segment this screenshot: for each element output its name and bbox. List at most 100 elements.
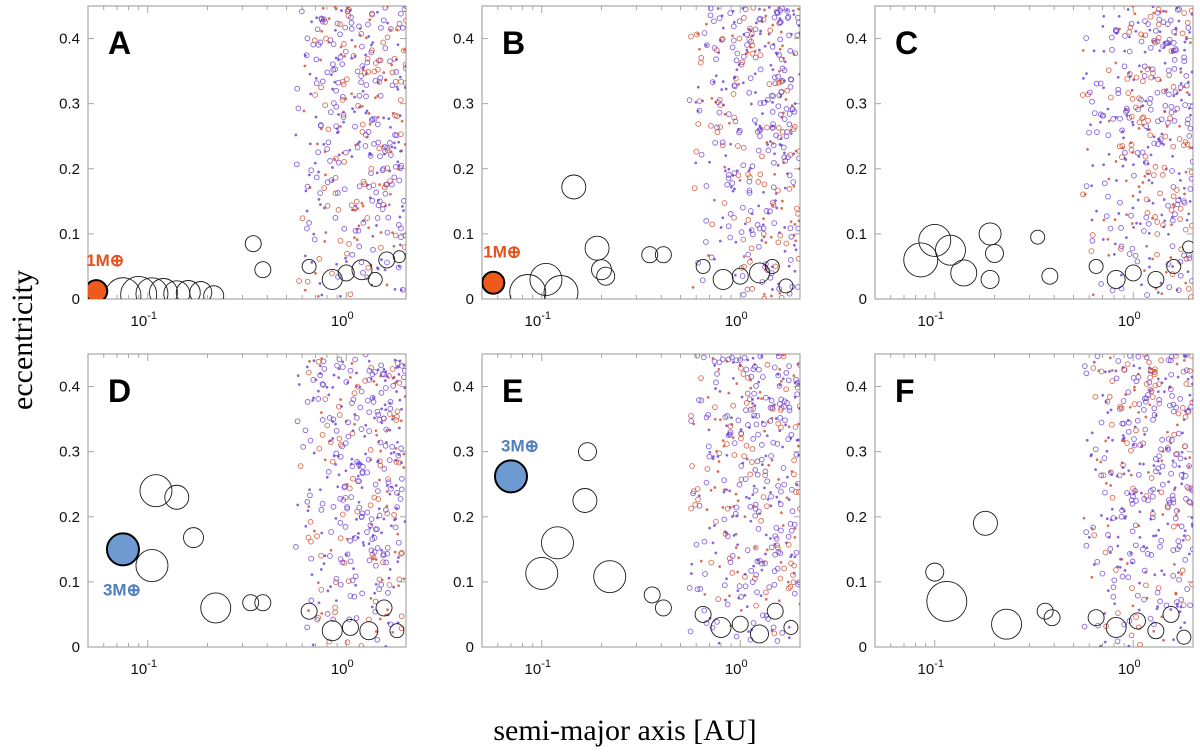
- planetesimal-point: [1145, 244, 1149, 248]
- planetesimal-point: [742, 6, 749, 13]
- planetesimal-point: [1102, 549, 1109, 556]
- planetesimal-point: [750, 620, 757, 626]
- planetesimal-point: [1184, 354, 1188, 358]
- planetesimal-point: [1178, 246, 1185, 253]
- planetesimal-point: [1131, 163, 1135, 167]
- planetesimal-point: [1079, 92, 1086, 98]
- planetesimal-point: [311, 37, 318, 44]
- planetesimal-point: [366, 367, 373, 374]
- planetesimal-point: [705, 443, 712, 450]
- planetesimal-point: [1169, 243, 1176, 249]
- planetesimal-point: [378, 244, 384, 251]
- planetesimal-point: [1182, 414, 1189, 420]
- planetesimal-point: [397, 372, 401, 376]
- planetesimal-point: [716, 455, 720, 459]
- planetesimal-point: [324, 231, 328, 235]
- planetesimal-point: [753, 72, 757, 76]
- planetesimal-point: [752, 466, 759, 473]
- planetesimal-point: [341, 560, 348, 566]
- planetesimal-point: [1085, 72, 1088, 76]
- planetesimal-point: [1113, 27, 1119, 33]
- planetesimal-point: [784, 15, 791, 21]
- planetesimal-point: [750, 6, 756, 11]
- planet-circle: [1043, 609, 1061, 627]
- planetesimal-point: [1180, 602, 1187, 608]
- planetesimal-point: [351, 390, 358, 396]
- planetesimal-point: [750, 231, 756, 238]
- planetesimal-point: [1137, 442, 1144, 448]
- planetesimal-point: [1181, 199, 1188, 206]
- x-tick-exponent: -1: [541, 658, 551, 670]
- planetesimal-point: [1112, 252, 1116, 256]
- planetesimal-point: [1129, 96, 1136, 102]
- planetesimal-point: [1177, 272, 1184, 279]
- planetesimal-point: [1172, 638, 1175, 642]
- planetesimal-point: [1130, 375, 1137, 381]
- planetesimal-point: [388, 485, 394, 492]
- planetesimal-point: [316, 294, 320, 298]
- planetesimal-point: [1152, 456, 1159, 462]
- planetesimal-point: [763, 589, 769, 596]
- planetesimal-point: [395, 506, 399, 510]
- planetesimal-point: [1124, 107, 1130, 114]
- planetesimal-point: [1158, 489, 1165, 496]
- planetesimal-point: [733, 75, 737, 79]
- planetesimal-point: [305, 369, 312, 376]
- planetesimal-point: [356, 474, 360, 478]
- planetesimal-point: [355, 238, 359, 242]
- planetesimal-point: [373, 591, 377, 595]
- planetesimal-point: [1083, 183, 1090, 189]
- planetesimal-point: [1165, 446, 1171, 453]
- planetesimal-point: [1140, 283, 1143, 287]
- planetesimal-point: [779, 30, 783, 34]
- planetesimal-point: [749, 163, 756, 170]
- planet-circle: [541, 526, 574, 560]
- planetesimal-point: [391, 630, 395, 634]
- planetesimal-point: [362, 70, 368, 76]
- planetesimal-point: [352, 356, 358, 363]
- planetesimal-point: [1094, 468, 1098, 472]
- planetesimal-point: [293, 161, 300, 168]
- planetesimal-point: [1163, 110, 1167, 114]
- planetesimal-point: [1174, 450, 1180, 457]
- planetesimal-point: [307, 505, 311, 509]
- planetesimal-point: [1103, 213, 1110, 220]
- planetesimal-point: [1081, 76, 1085, 80]
- planetesimal-point: [768, 453, 774, 459]
- planetesimal-point: [397, 265, 401, 268]
- planetesimal-point: [1175, 423, 1179, 427]
- planetesimal-point: [1156, 377, 1160, 381]
- planetesimal-point: [1158, 357, 1164, 364]
- planetesimal-point: [316, 581, 320, 585]
- planetesimal-point: [308, 555, 314, 562]
- planetesimal-point: [747, 406, 754, 413]
- planetesimal-point: [1121, 466, 1125, 469]
- planetesimal-point: [399, 475, 405, 482]
- planetesimal-point: [789, 436, 793, 440]
- highlight-mass-label: 3M⊕: [501, 436, 539, 455]
- planetesimal-point: [298, 8, 305, 15]
- planetesimal-point: [400, 204, 404, 208]
- y-tick-label: 0.3: [453, 444, 474, 461]
- planetesimal-point: [743, 515, 747, 519]
- planetesimal-point: [723, 112, 727, 116]
- planetesimal-point: [1167, 480, 1171, 484]
- planetesimal-point: [766, 420, 770, 424]
- planetesimal-point: [1126, 251, 1133, 257]
- planetesimal-point: [380, 552, 386, 559]
- planetesimal-point: [1125, 90, 1132, 96]
- planetesimal-point: [371, 494, 378, 501]
- planetesimal-point: [380, 165, 387, 172]
- planetesimal-point: [794, 239, 798, 243]
- planetesimal-point: [789, 555, 793, 559]
- planetesimal-point: [357, 531, 360, 535]
- planetesimal-point: [308, 142, 312, 146]
- planetesimal-point: [387, 399, 394, 405]
- planetesimal-point: [1165, 357, 1172, 363]
- planetesimal-point: [345, 433, 352, 440]
- planetesimal-point: [1138, 190, 1142, 194]
- planetesimal-point: [760, 420, 764, 424]
- planetesimal-point: [348, 148, 352, 152]
- planetesimal-point: [325, 475, 329, 479]
- planetesimal-point: [764, 503, 770, 510]
